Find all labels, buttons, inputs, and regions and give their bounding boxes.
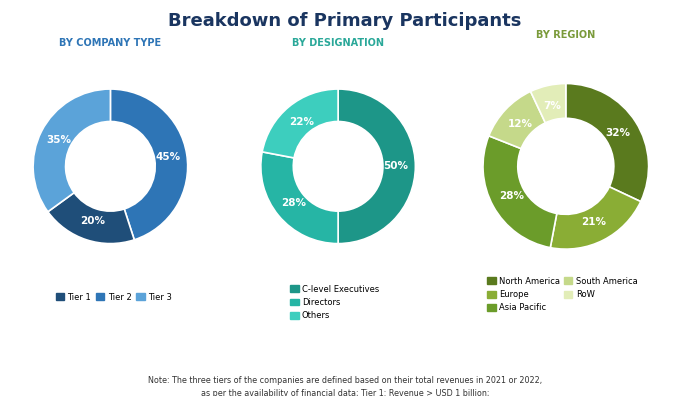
Wedge shape [338, 89, 415, 244]
Wedge shape [261, 152, 338, 244]
Title: BY REGION: BY REGION [536, 30, 595, 40]
Wedge shape [48, 193, 135, 244]
Wedge shape [33, 89, 110, 212]
Legend: North America, Europe, Asia Pacific, South America, RoW: North America, Europe, Asia Pacific, Sou… [484, 274, 641, 316]
Text: 20%: 20% [80, 217, 105, 227]
Wedge shape [489, 91, 545, 148]
Text: Note: The three tiers of the companies are defined based on their total revenues: Note: The three tiers of the companies a… [148, 376, 542, 396]
Text: 12%: 12% [508, 119, 533, 129]
Legend: C-level Executives, Directors, Others: C-level Executives, Directors, Others [287, 282, 382, 324]
Text: 32%: 32% [606, 128, 631, 138]
Circle shape [518, 118, 614, 214]
Legend: Tier 1, Tier 2, Tier 3: Tier 1, Tier 2, Tier 3 [52, 289, 175, 305]
Circle shape [66, 122, 155, 211]
Text: 35%: 35% [46, 135, 71, 145]
Text: 7%: 7% [543, 101, 561, 111]
Text: 28%: 28% [281, 198, 306, 208]
Wedge shape [566, 84, 649, 202]
Title: BY COMPANY TYPE: BY COMPANY TYPE [59, 38, 161, 48]
Text: 50%: 50% [384, 161, 408, 171]
Text: 45%: 45% [155, 152, 180, 162]
Text: 22%: 22% [288, 117, 314, 127]
Circle shape [293, 122, 383, 211]
Wedge shape [262, 89, 338, 158]
Wedge shape [531, 84, 566, 123]
Title: BY DESIGNATION: BY DESIGNATION [292, 38, 384, 48]
Wedge shape [110, 89, 188, 240]
Wedge shape [483, 136, 557, 248]
Text: 21%: 21% [582, 217, 607, 227]
Text: 28%: 28% [499, 191, 524, 201]
Text: Breakdown of Primary Participants: Breakdown of Primary Participants [168, 12, 522, 30]
Wedge shape [551, 187, 641, 249]
